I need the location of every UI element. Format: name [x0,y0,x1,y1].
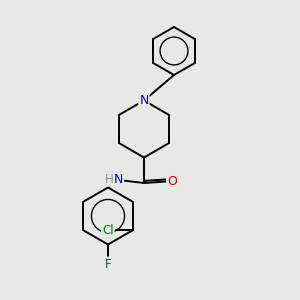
Text: Cl: Cl [102,224,114,237]
Text: F: F [105,257,111,271]
Text: N: N [139,94,149,107]
Text: N: N [114,173,123,186]
Text: O: O [167,175,177,188]
Text: H: H [104,173,113,186]
